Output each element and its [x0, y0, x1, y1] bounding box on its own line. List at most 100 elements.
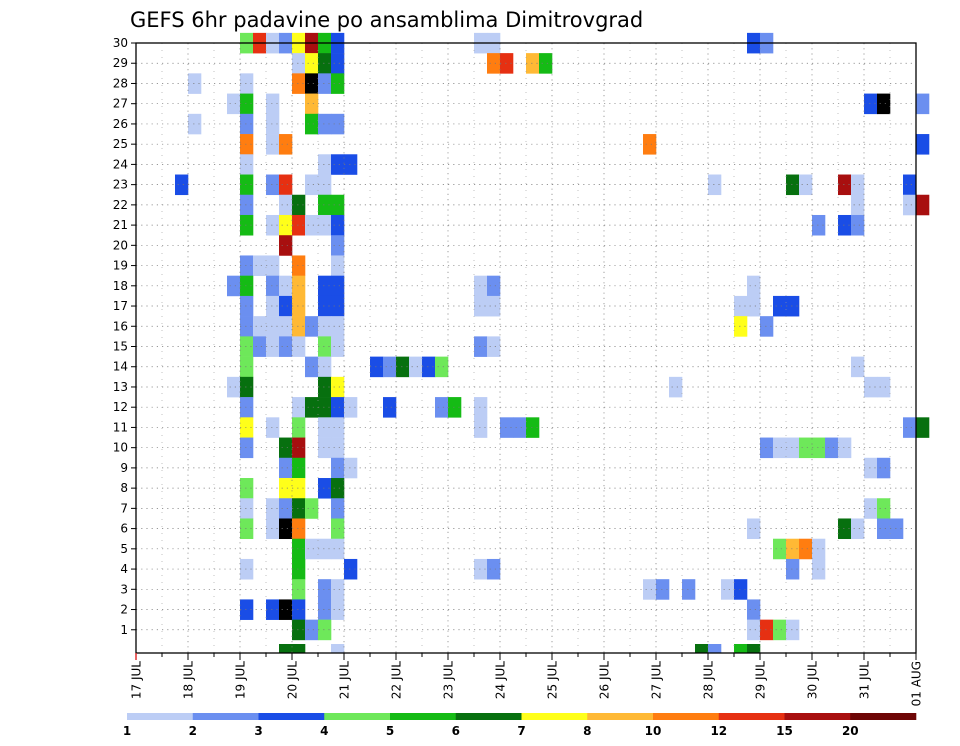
- heatmap-cell: [240, 113, 254, 135]
- heatmap-cell: [318, 316, 332, 337]
- heatmap-cell: [851, 356, 865, 378]
- heatmap-cell: [240, 275, 254, 297]
- heatmap-cell: [240, 134, 254, 155]
- y-tick-label: 12: [113, 400, 128, 414]
- heatmap-cell: [292, 437, 306, 459]
- y-tick-label: 3: [120, 582, 128, 596]
- heatmap-cell: [292, 255, 306, 276]
- heatmap-cell: [240, 174, 254, 196]
- heatmap-cell: [240, 295, 254, 317]
- heatmap-cell: [266, 275, 280, 297]
- heatmap-cell: [331, 579, 345, 600]
- heatmap-cell: [877, 498, 891, 519]
- heatmap-cell: [240, 558, 254, 580]
- heatmap-cell: [266, 174, 280, 196]
- x-tick-label: 21 JUL: [338, 661, 352, 699]
- heatmap-cell: [188, 73, 202, 94]
- x-tick-label: 26 JUL: [598, 661, 612, 699]
- heatmap-cell: [266, 255, 280, 276]
- heatmap-cell: [292, 417, 306, 438]
- heatmap-cell: [773, 538, 787, 560]
- heatmap-cell: [305, 174, 319, 196]
- heatmap-cell: [318, 194, 332, 216]
- colorbar-swatch: [850, 713, 917, 720]
- heatmap-cell: [292, 498, 306, 519]
- colorbar-tick-label: 2: [189, 724, 197, 738]
- heatmap-cell: [318, 174, 332, 196]
- y-tick-label: 29: [113, 56, 128, 70]
- colorbar-tick-label: 5: [386, 724, 394, 738]
- heatmap-cells: [175, 32, 930, 654]
- colorbar-swatch: [784, 713, 851, 720]
- heatmap-cell: [825, 437, 839, 459]
- heatmap-cell: [318, 113, 332, 135]
- heatmap-cell: [266, 518, 280, 540]
- heatmap-cell: [786, 619, 800, 641]
- x-tick-label: 20 JUL: [286, 661, 300, 699]
- heatmap-cell: [266, 336, 280, 357]
- heatmap-cell: [877, 376, 891, 398]
- heatmap-cell: [903, 417, 917, 438]
- heatmap-cell: [305, 538, 319, 560]
- heatmap-cell: [760, 619, 774, 641]
- heatmap-cell: [318, 336, 332, 357]
- heatmap-cell: [279, 498, 293, 519]
- heatmap-cell: [292, 619, 306, 641]
- heatmap-cell: [305, 316, 319, 337]
- heatmap-cell: [240, 599, 254, 620]
- heatmap-cell: [331, 376, 345, 398]
- heatmap-cell: [331, 599, 345, 620]
- heatmap-cell: [916, 134, 930, 155]
- colorbar-tick-label: 1: [123, 724, 131, 738]
- heatmap-cell: [773, 437, 787, 459]
- heatmap-cell: [240, 498, 254, 519]
- x-tick-label: 22 JUL: [390, 661, 404, 699]
- y-tick-label: 4: [120, 562, 128, 576]
- heatmap-cell: [318, 73, 332, 94]
- heatmap-cell: [240, 356, 254, 378]
- colorbar-tick-label: 7: [517, 724, 525, 738]
- x-tick-label: 24 JUL: [494, 661, 508, 699]
- heatmap-cell: [292, 316, 306, 337]
- heatmap-cell: [838, 518, 852, 540]
- heatmap-cell: [851, 174, 865, 196]
- heatmap-cell: [331, 498, 345, 519]
- heatmap-cell: [760, 316, 774, 337]
- heatmap-cell: [331, 113, 345, 135]
- heatmap-cell: [266, 295, 280, 317]
- heatmap-cell: [331, 644, 345, 654]
- colorbar-tick-label: 20: [842, 724, 859, 738]
- heatmap-cell: [331, 53, 345, 74]
- colorbar-tick-label: 15: [776, 724, 793, 738]
- heatmap-cell: [240, 73, 254, 94]
- heatmap-cell: [279, 134, 293, 155]
- heatmap-cell: [292, 53, 306, 74]
- colorbar-tick-label: 8: [583, 724, 591, 738]
- heatmap-cell: [292, 599, 306, 620]
- y-tick-label: 18: [113, 279, 128, 293]
- heatmap-cell: [318, 376, 332, 398]
- heatmap-cell: [747, 619, 761, 641]
- heatmap-cell: [292, 295, 306, 317]
- heatmap-cell: [318, 579, 332, 600]
- heatmap-cell: [747, 518, 761, 540]
- heatmap-cell: [292, 644, 306, 654]
- x-tick-label: 30 JUL: [806, 661, 820, 699]
- heatmap-cell: [279, 235, 293, 256]
- heatmap-cell: [383, 397, 397, 418]
- heatmap-cell: [305, 73, 319, 94]
- heatmap-cell: [227, 376, 241, 398]
- y-tick-label: 15: [113, 340, 128, 354]
- heatmap-cell: [734, 316, 748, 337]
- x-tick-label: 25 JUL: [546, 661, 560, 699]
- heatmap-cell: [851, 214, 865, 236]
- heatmap-cell: [344, 397, 358, 418]
- heatmap-cell: [292, 478, 306, 499]
- y-tick-label: 26: [113, 117, 128, 131]
- heatmap-cell: [292, 336, 306, 357]
- heatmap-cell: [240, 397, 254, 418]
- y-tick-label: 28: [113, 76, 128, 90]
- y-tick-label: 19: [113, 259, 128, 273]
- x-tick-label: 19 JUL: [234, 661, 248, 699]
